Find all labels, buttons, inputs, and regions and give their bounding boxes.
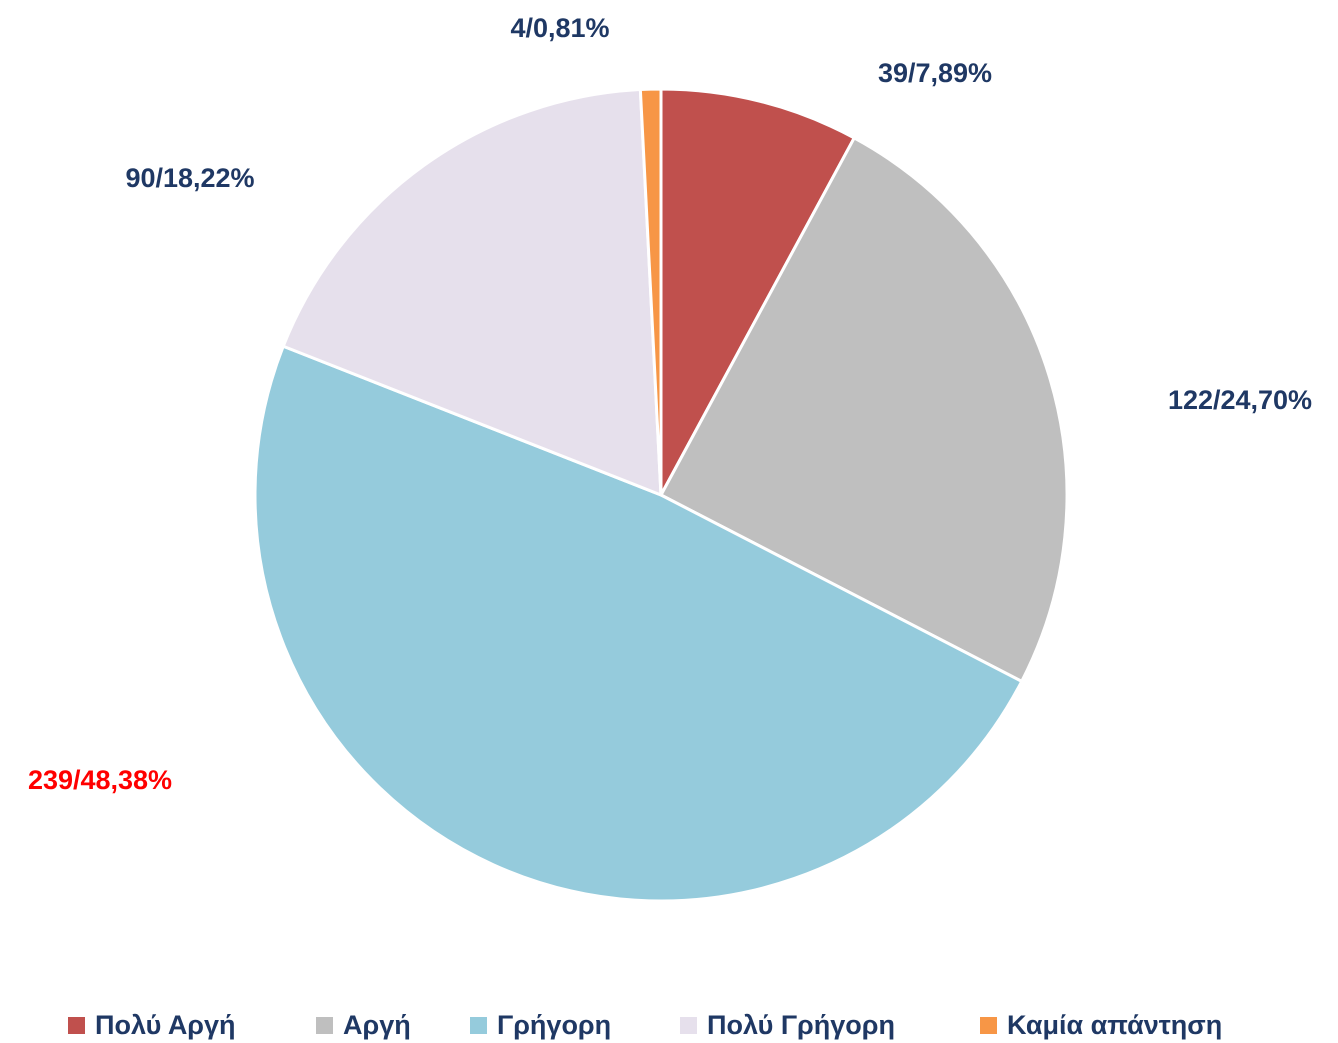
data-label: 90/18,22% [125,163,254,193]
legend-label: Αργή [343,1010,411,1040]
legend-swatch [68,1017,85,1034]
legend-swatch [316,1017,333,1034]
pie-slice [638,87,663,496]
legend-label: Πολύ Αργή [95,1010,236,1040]
data-label: 239/48,38% [28,765,172,795]
legend-label: Πολύ Γρήγορη [707,1010,895,1040]
data-label: 39/7,89% [878,58,992,88]
legend-swatch [980,1017,997,1034]
legend-swatch [470,1017,487,1034]
legend-swatch [680,1017,697,1034]
pie-slice [659,87,857,496]
legend-label: Καμία απάντηση [1007,1010,1222,1040]
pie-slice [253,344,1024,903]
pie-slice [658,135,1069,684]
data-label: 4/0,81% [510,13,609,43]
pie-slice [281,87,663,498]
legend-label: Γρήγορη [497,1010,611,1040]
data-label: 122/24,70% [1168,385,1312,415]
